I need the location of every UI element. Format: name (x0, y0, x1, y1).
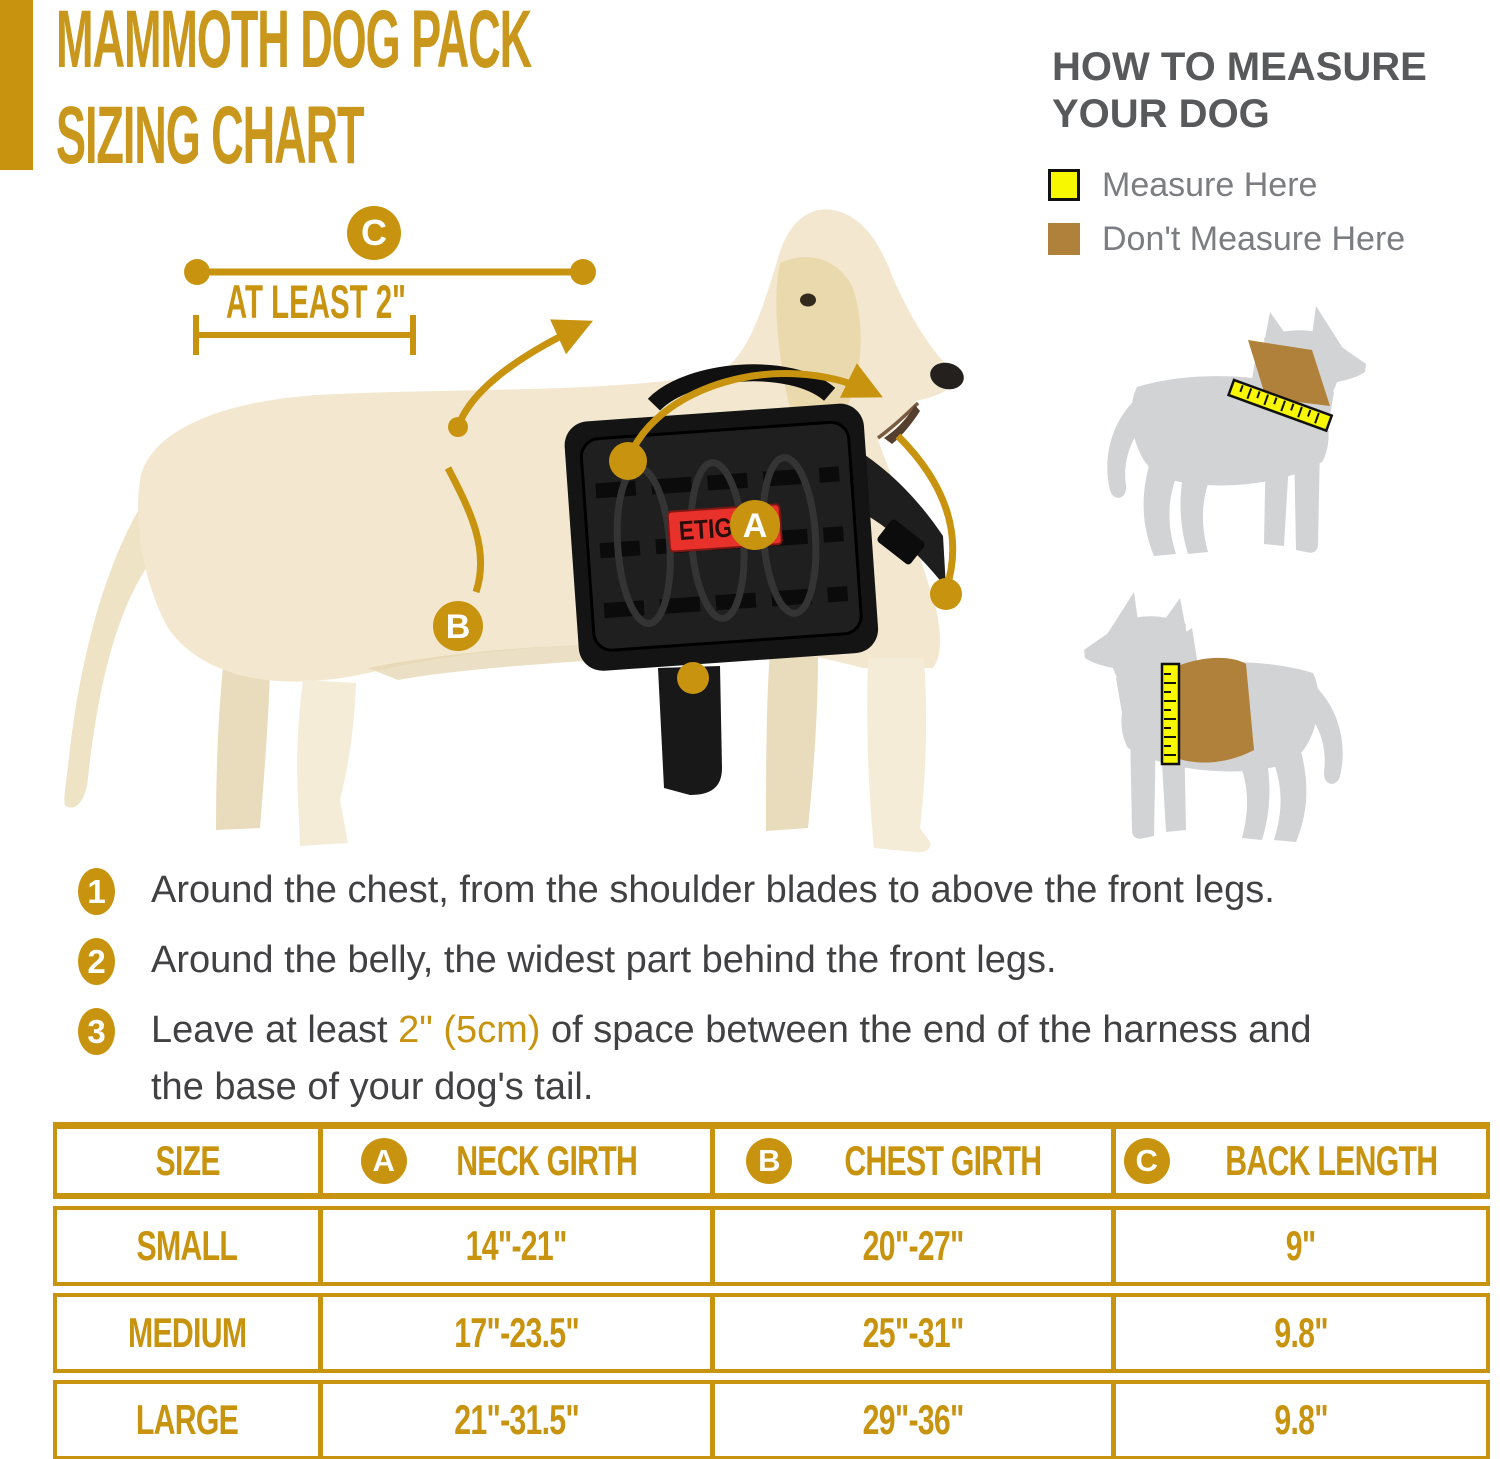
instruction-3-text: Leave at least 2" (5cm) of space between… (151, 1002, 1312, 1116)
pack-carry-handle (647, 364, 836, 411)
legend-dont-measure-here: Don't Measure Here (1048, 218, 1405, 260)
dog-front-far-leg (766, 650, 818, 831)
dog-hind-far-leg (216, 668, 270, 830)
measurement-annotations: C AT LEAST 2" A B (184, 206, 962, 694)
dont-measure-neck-zone (1248, 340, 1330, 406)
instruction-2: 2 Around the belly, the widest part behi… (78, 938, 1057, 989)
cell-size: LARGE (57, 1384, 323, 1456)
title-accent-bar (0, 0, 33, 170)
dog-open-mouth (884, 405, 920, 444)
line-end-dot (184, 259, 210, 285)
harness-buckle (877, 519, 925, 565)
header-badge-c: C (1123, 1138, 1170, 1184)
instruction-1: 1 Around the chest, from the shoulder bl… (78, 868, 1275, 919)
table-row-medium: MEDIUM 17"-23.5" 25"-31" 9.8" (53, 1293, 1490, 1373)
header-size: SIZE (57, 1129, 323, 1193)
how-to-measure-line1: HOW TO MEASURE (1052, 45, 1427, 89)
belly-wrap-curve (444, 466, 485, 594)
measure-here-swatch (1048, 169, 1080, 201)
header-badge-b: B (746, 1138, 793, 1184)
legend-measure-here: Measure Here (1048, 164, 1317, 206)
measuring-tape-neck (1226, 378, 1334, 433)
cell-chest: 25"-31" (715, 1297, 1117, 1369)
cell-neck: 14"-21" (323, 1210, 716, 1282)
arrow-dot (930, 578, 962, 610)
withers-arrow (454, 319, 593, 429)
saddle-bag: ETIGRIS (564, 364, 879, 671)
cell-chest: 29"-36" (715, 1384, 1117, 1456)
page-title: MAMMOTH DOG PACK SIZING CHART (56, 0, 920, 184)
badge-b-letter: B (446, 608, 471, 646)
dont-measure-belly-zone (1168, 657, 1254, 763)
page-title-line2: SIZING CHART (56, 90, 365, 181)
badge-c (347, 206, 401, 260)
table-header-row: SIZE A NECK GIRTH B CHEST GIRTH C BACK L… (53, 1122, 1490, 1199)
cell-chest: 20"-27" (715, 1210, 1117, 1282)
at-least-2in-label: AT LEAST 2" (226, 275, 406, 328)
dog-eye (800, 293, 816, 307)
cell-neck: 17"-23.5" (323, 1297, 716, 1369)
instruction-3-highlight: 2" (5cm) (398, 1009, 541, 1051)
cell-back: 9" (1286, 1222, 1316, 1269)
measuring-tape-belly (1160, 662, 1181, 766)
how-to-measure-heading: HOW TO MEASURE YOUR DOG (1052, 44, 1427, 138)
molle-strap-row (595, 466, 840, 499)
cell-back: 9.8" (1274, 1309, 1328, 1356)
arrow-dot (677, 662, 709, 694)
instruction-1-text: Around the chest, from the shoulder blad… (151, 869, 1275, 911)
cell-back: 9.8" (1274, 1396, 1328, 1443)
how-to-measure-line2: YOUR DOG (1052, 92, 1270, 136)
tactical-harness-pack: ETIGRIS (564, 364, 946, 795)
dog-tail (64, 498, 166, 808)
badge-a (730, 500, 780, 550)
neck-measure-silhouette (1107, 306, 1366, 556)
instruction-3: 3 Leave at least 2" (5cm) of space betwe… (78, 1008, 1312, 1116)
instruction-2-text: Around the belly, the widest part behind… (151, 939, 1057, 981)
instruction-3-line2: the base of your dog's tail. (151, 1066, 594, 1108)
instruction-3-post: of space between the end of the harness … (540, 1009, 1312, 1051)
sizing-table: SIZE A NECK GIRTH B CHEST GIRTH C BACK L… (53, 1122, 1490, 1459)
chest-wrap-curve (895, 433, 957, 592)
measure-here-label: Measure Here (1102, 165, 1318, 204)
badge-a-letter: A (743, 507, 768, 545)
dog-nose (930, 362, 964, 390)
instruction-1-badge: 1 (78, 868, 115, 915)
header-back-length: C BACK LENGTH (1116, 1129, 1486, 1193)
badge-b (433, 601, 483, 651)
table-row-large: LARGE 21"-31.5" 29"-36" 9.8" (53, 1380, 1490, 1459)
dont-measure-here-swatch (1048, 223, 1080, 255)
dog-front-near-leg (867, 658, 931, 853)
page-title-line1: MAMMOTH DOG PACK (56, 0, 532, 85)
line-end-dot (570, 259, 596, 285)
belly-measure-silhouette (1084, 592, 1343, 842)
cell-size: MEDIUM (57, 1297, 323, 1369)
harness-belly-strap (658, 666, 722, 795)
dog-ear (776, 256, 861, 431)
header-chest-girth: B CHEST GIRTH (715, 1129, 1117, 1193)
instruction-2-badge: 2 (78, 938, 115, 985)
badge-c-letter: C (361, 212, 387, 253)
instruction-3-pre: Leave at least (151, 1009, 399, 1051)
cell-neck: 21"-31.5" (323, 1384, 716, 1456)
header-neck-girth: A NECK GIRTH (323, 1129, 716, 1193)
table-row-small: SMALL 14"-21" 20"-27" 9" (53, 1206, 1490, 1286)
dog-hind-near-leg (297, 680, 356, 846)
cell-size: SMALL (57, 1210, 323, 1282)
instruction-3-badge: 3 (78, 1008, 115, 1055)
header-badge-a: A (360, 1138, 407, 1184)
dog-harness-photo: ETIGRIS C AT LEAST 2" A B (64, 206, 964, 853)
neck-wrap-arrow (624, 363, 883, 463)
dont-measure-here-label: Don't Measure Here (1102, 219, 1406, 258)
